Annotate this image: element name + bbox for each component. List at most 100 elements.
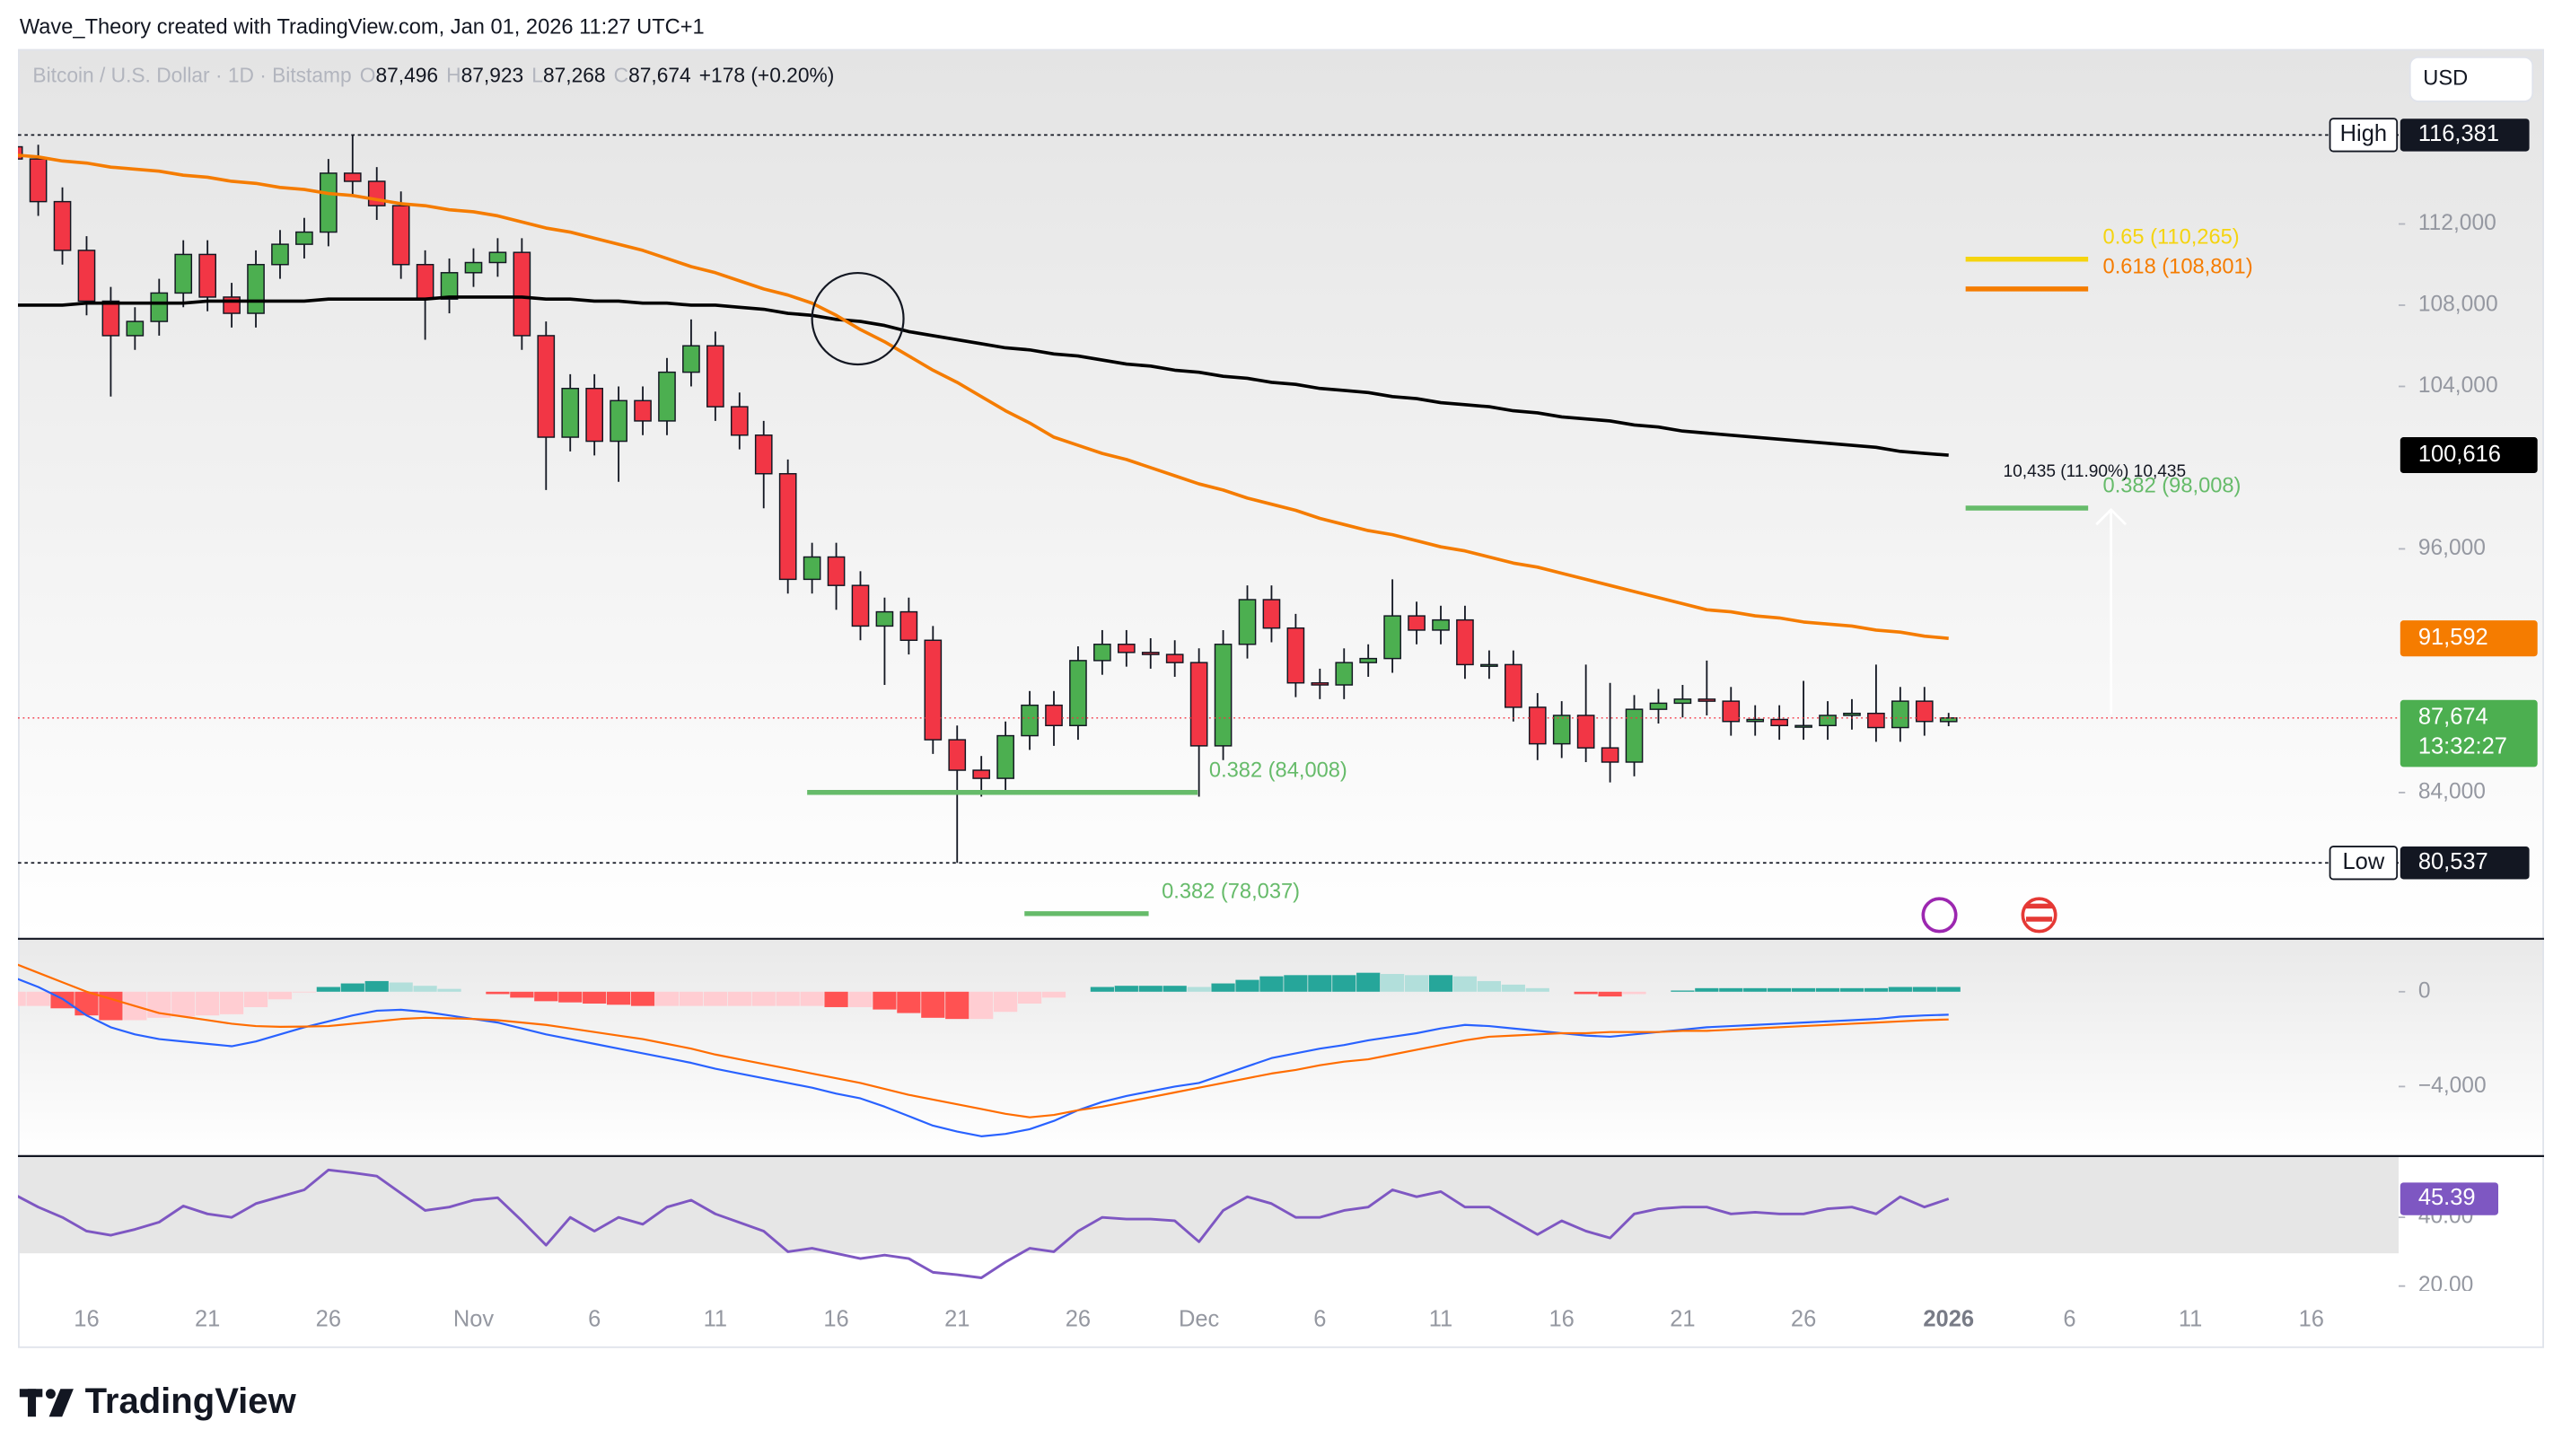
x-tick-label: 11 bbox=[2179, 1307, 2202, 1332]
x-tick-label: 21 bbox=[1670, 1307, 1695, 1332]
candle-body bbox=[1504, 663, 1522, 708]
y-tick-label: 0 bbox=[2418, 978, 2431, 1003]
event-icons bbox=[1921, 897, 2057, 934]
ma-price-box bbox=[2400, 620, 2538, 657]
candle-body bbox=[440, 272, 459, 300]
x-tick-label: 11 bbox=[1429, 1307, 1452, 1332]
x-tick-label: 26 bbox=[1791, 1307, 1816, 1332]
macd-histogram-bar bbox=[18, 991, 26, 1006]
macd-histogram-bar bbox=[751, 991, 776, 1006]
candle-body bbox=[1649, 702, 1668, 710]
candle-body bbox=[1311, 682, 1329, 686]
candle-body bbox=[1189, 662, 1208, 747]
candle-body bbox=[1480, 663, 1498, 667]
macd-histogram-bar bbox=[1211, 983, 1235, 992]
macd-histogram-bar bbox=[26, 991, 50, 1006]
candle-body bbox=[1770, 718, 1788, 726]
macd-histogram-bar bbox=[727, 991, 751, 1006]
legend-symbol: Bitcoin / U.S. Dollar · 1D · Bitstamp bbox=[32, 64, 351, 87]
macd-histogram-bar bbox=[1017, 991, 1042, 1004]
candle-body bbox=[1819, 715, 1837, 726]
fib-label: 0.382 (98,008) bbox=[2103, 475, 2242, 498]
extreme-tag-label: Low bbox=[2342, 849, 2384, 874]
last-price-box bbox=[2400, 699, 2538, 767]
macd-pane bbox=[18, 939, 2544, 1155]
candle-body bbox=[1891, 700, 1909, 729]
logo-mark bbox=[27, 1389, 37, 1417]
macd-histogram-bar bbox=[1574, 991, 1598, 995]
macd-histogram-bar bbox=[703, 991, 727, 1006]
macd-histogram-bar bbox=[654, 991, 680, 1006]
x-tick-label: 6 bbox=[588, 1307, 601, 1332]
currency-button[interactable] bbox=[2408, 56, 2534, 102]
moving-average bbox=[18, 295, 1949, 457]
candle-body bbox=[658, 371, 676, 422]
candle-body bbox=[1673, 698, 1692, 705]
macd-histogram-bar bbox=[437, 988, 461, 992]
macd-plot bbox=[18, 963, 1961, 1137]
rsi-value-box bbox=[2400, 1182, 2499, 1215]
candle-body bbox=[29, 158, 48, 203]
logo-text: TradingView bbox=[85, 1381, 297, 1421]
y-tick-label: 96,000 bbox=[2418, 536, 2486, 560]
macd-histogram-bar bbox=[1768, 987, 1792, 992]
macd-line bbox=[18, 978, 1949, 1137]
extreme-tag bbox=[2329, 118, 2399, 153]
macd-histogram-bar bbox=[824, 991, 848, 1007]
candle-body bbox=[585, 388, 604, 443]
main-pane bbox=[18, 48, 2544, 938]
macd-histogram-bar bbox=[292, 991, 317, 993]
event-icon[interactable] bbox=[1921, 897, 1958, 934]
rsi-value-label: 45.39 bbox=[2418, 1185, 2476, 1210]
macd-histogram-bar bbox=[1525, 987, 1549, 992]
candle-body bbox=[803, 556, 821, 581]
macd-histogram-bar bbox=[340, 983, 364, 992]
macd-histogram-bar bbox=[1936, 987, 1961, 992]
currency[interactable]: USD bbox=[2423, 67, 2468, 91]
macd-histogram-bar bbox=[1791, 987, 1816, 992]
macd-histogram-bar bbox=[243, 991, 268, 1007]
x-tick-label: 2026 bbox=[1923, 1307, 1974, 1332]
highlight-circle bbox=[811, 271, 905, 366]
macd-histogram-bar bbox=[389, 982, 413, 992]
rsi-plot bbox=[18, 1168, 1950, 1279]
macd-histogram-bar bbox=[1598, 991, 1622, 997]
candle-body bbox=[899, 610, 918, 641]
macd-histogram-bar bbox=[1888, 987, 1912, 992]
candle-body bbox=[247, 264, 265, 314]
candle-body bbox=[295, 231, 313, 245]
measure-label: 10,435 (11.90%) 10,435 bbox=[2004, 462, 2187, 481]
candle-body bbox=[875, 610, 894, 627]
macd-histogram-bar bbox=[1743, 987, 1768, 992]
macd-histogram-bar bbox=[1138, 986, 1163, 992]
logo-mark bbox=[48, 1389, 74, 1417]
candle-body bbox=[1286, 627, 1305, 684]
ma-price-label: 100,616 bbox=[2418, 442, 2501, 467]
y-tick-label: 108,000 bbox=[2418, 292, 2498, 316]
macd-histogram-bar bbox=[413, 986, 437, 992]
candle-body bbox=[391, 205, 410, 266]
ma-price-label: 91,592 bbox=[2418, 625, 2488, 650]
candle-body bbox=[754, 434, 773, 475]
flag-stripe bbox=[2025, 917, 2053, 922]
x-tick-label: 16 bbox=[823, 1307, 848, 1332]
candle-body bbox=[1214, 644, 1233, 747]
candle-body bbox=[1432, 618, 1450, 631]
candle-body bbox=[1915, 700, 1934, 723]
candle-body bbox=[320, 172, 338, 233]
y-tick-label: 104,000 bbox=[2418, 373, 2498, 398]
candle-body bbox=[972, 769, 991, 779]
x-tick-label: Nov bbox=[453, 1307, 495, 1332]
macd-histogram-bar bbox=[510, 991, 534, 998]
rsi-line bbox=[18, 1168, 1950, 1279]
x-tick-label: 6 bbox=[1313, 1307, 1326, 1332]
macd-histogram-bar bbox=[1041, 991, 1066, 998]
legend-key: O bbox=[360, 64, 376, 87]
macd-histogram-bar bbox=[1695, 987, 1719, 992]
macd-histogram-bar bbox=[1477, 980, 1501, 992]
candle-body bbox=[1093, 644, 1111, 662]
macd-histogram-bar bbox=[1356, 972, 1381, 992]
measure-arrowhead bbox=[2095, 507, 2127, 526]
macd-histogram-bar bbox=[607, 991, 631, 1005]
